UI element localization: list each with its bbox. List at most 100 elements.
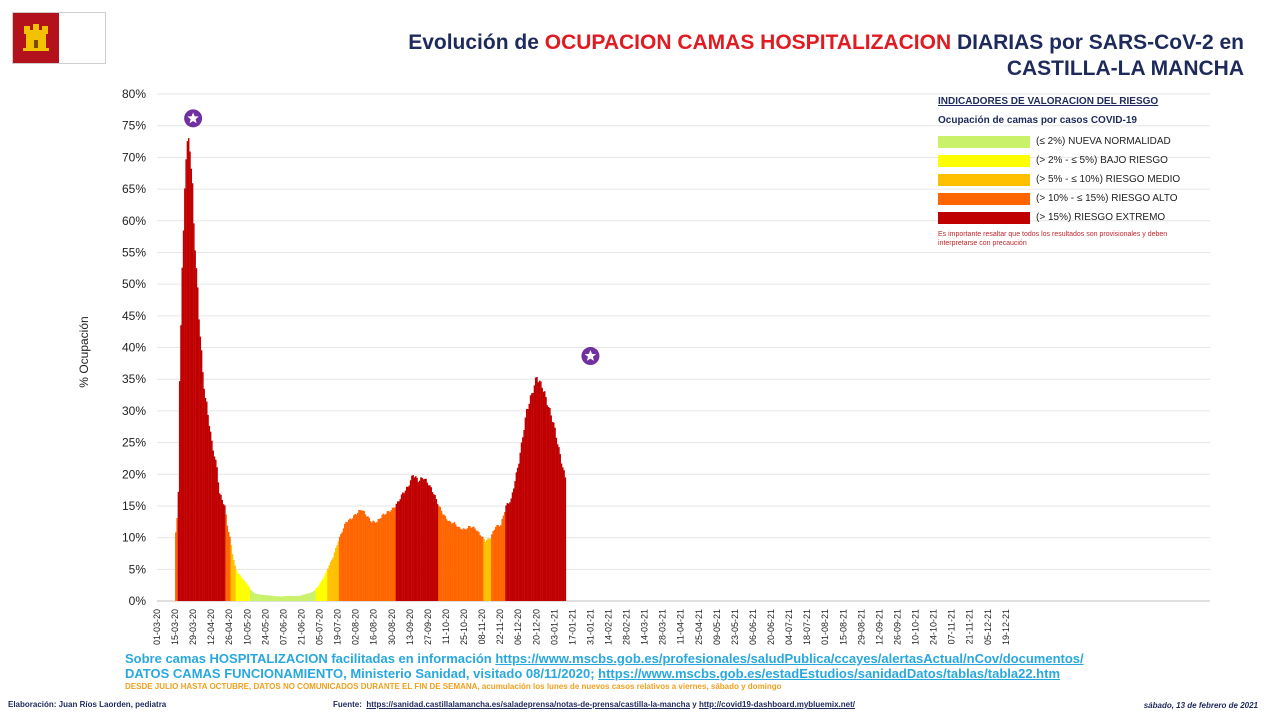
x-tick-label: 31-01-21 [585, 609, 595, 645]
data-bar [199, 336, 202, 601]
data-bar [362, 510, 364, 601]
data-bar [331, 559, 333, 601]
data-bar [415, 476, 417, 601]
legend-title: INDICADORES DE VALORACION DEL RIESGO [938, 96, 1159, 107]
mscbs-documentos-link[interactable]: https://www.mscbs.gob.es/profesionales/s… [495, 651, 1084, 666]
data-bar [311, 592, 314, 601]
data-bar [547, 407, 550, 601]
legend-swatch [938, 192, 1030, 205]
data-bar [511, 492, 514, 601]
data-bar [320, 580, 323, 601]
data-bar [273, 595, 275, 601]
data-bar [278, 596, 280, 601]
data-bar [445, 519, 448, 601]
data-bar [185, 159, 187, 601]
data-bar [494, 526, 497, 601]
data-bar [378, 518, 381, 601]
y-tick-label: 70% [122, 150, 146, 164]
data-bar [225, 514, 227, 601]
data-bar [533, 385, 536, 601]
legend-swatch [938, 173, 1030, 186]
y-tick-label: 80% [122, 87, 146, 101]
x-tick-label: 27-09-20 [423, 609, 433, 645]
x-tick-label: 20-06-21 [766, 609, 776, 645]
covid19-dashboard-link[interactable]: http://covid19-dashboard.mybluemix.net/ [698, 700, 855, 709]
data-bar [279, 596, 282, 601]
data-bar [546, 405, 549, 601]
data-bar [186, 141, 189, 601]
data-bar [534, 377, 537, 601]
legend-item: (> 15%) RIESGO EXTREMO [938, 208, 1238, 227]
data-bar [292, 595, 294, 601]
data-bar [233, 559, 235, 601]
data-bar [380, 518, 382, 601]
data-bar [211, 440, 213, 601]
data-bar [333, 552, 336, 601]
data-bar [540, 381, 542, 601]
data-bar [515, 472, 518, 601]
data-bar [417, 482, 420, 601]
data-bar [507, 503, 510, 601]
data-bar [377, 518, 380, 601]
data-bar [271, 595, 274, 601]
data-bar [202, 372, 204, 601]
y-tick-label: 0% [129, 594, 147, 608]
data-bar [421, 477, 423, 601]
data-bar [310, 592, 312, 601]
y-tick-label: 15% [122, 499, 146, 513]
data-bar [360, 510, 363, 601]
x-tick-label: 25-10-20 [459, 609, 469, 645]
data-bar [426, 482, 429, 601]
data-bar [458, 527, 461, 601]
data-bar [382, 513, 385, 601]
data-bar [497, 525, 500, 601]
x-tick-label: 28-02-21 [622, 609, 632, 645]
data-bar [302, 594, 305, 601]
data-bar [220, 494, 222, 601]
data-bar [270, 595, 273, 601]
data-bar [212, 450, 214, 601]
data-bar [351, 518, 354, 601]
x-tick-label: 07-11-21 [947, 609, 957, 644]
data-bar [244, 581, 247, 601]
data-bar [483, 538, 485, 601]
data-bar [324, 573, 327, 601]
data-bar [518, 463, 520, 601]
star-icon [584, 350, 597, 361]
sanidad-clm-link[interactable]: https://sanidad.castillalamancha.es/sala… [366, 700, 691, 709]
data-bar [522, 437, 524, 601]
data-bar [434, 495, 436, 601]
data-bar [243, 580, 245, 601]
y-tick-label: 35% [122, 372, 146, 386]
data-bar [353, 515, 355, 601]
data-bar [346, 522, 349, 601]
data-bar [436, 504, 439, 601]
mscbs-tabla22-link[interactable]: https://www.mscbs.gob.es/estadEstudios/s… [598, 666, 1060, 681]
data-bar [529, 395, 532, 601]
x-tick-label: 24-10-21 [929, 609, 939, 645]
data-bar [398, 501, 400, 601]
data-bar [504, 512, 506, 601]
data-bar [514, 481, 516, 601]
data-bar [309, 592, 311, 601]
x-tick-label: 30-08-20 [387, 609, 397, 645]
x-tick-label: 10-05-20 [242, 609, 252, 645]
data-bar [286, 595, 288, 601]
star-icon [187, 112, 199, 124]
data-bar [429, 485, 431, 601]
data-bar [500, 525, 502, 601]
data-bar [559, 454, 561, 601]
data-bar [229, 536, 231, 601]
data-bar [260, 594, 262, 601]
data-bar [176, 518, 178, 601]
y-tick-label: 60% [122, 214, 146, 228]
data-bar [465, 529, 467, 601]
data-bar [329, 561, 332, 601]
data-bar [322, 579, 324, 601]
data-bar [280, 596, 283, 601]
x-tick-label: 13-09-20 [405, 609, 415, 645]
x-tick-label: 26-09-21 [892, 609, 902, 645]
data-bar [506, 503, 509, 601]
data-bar [411, 475, 413, 601]
data-bar [431, 492, 434, 601]
